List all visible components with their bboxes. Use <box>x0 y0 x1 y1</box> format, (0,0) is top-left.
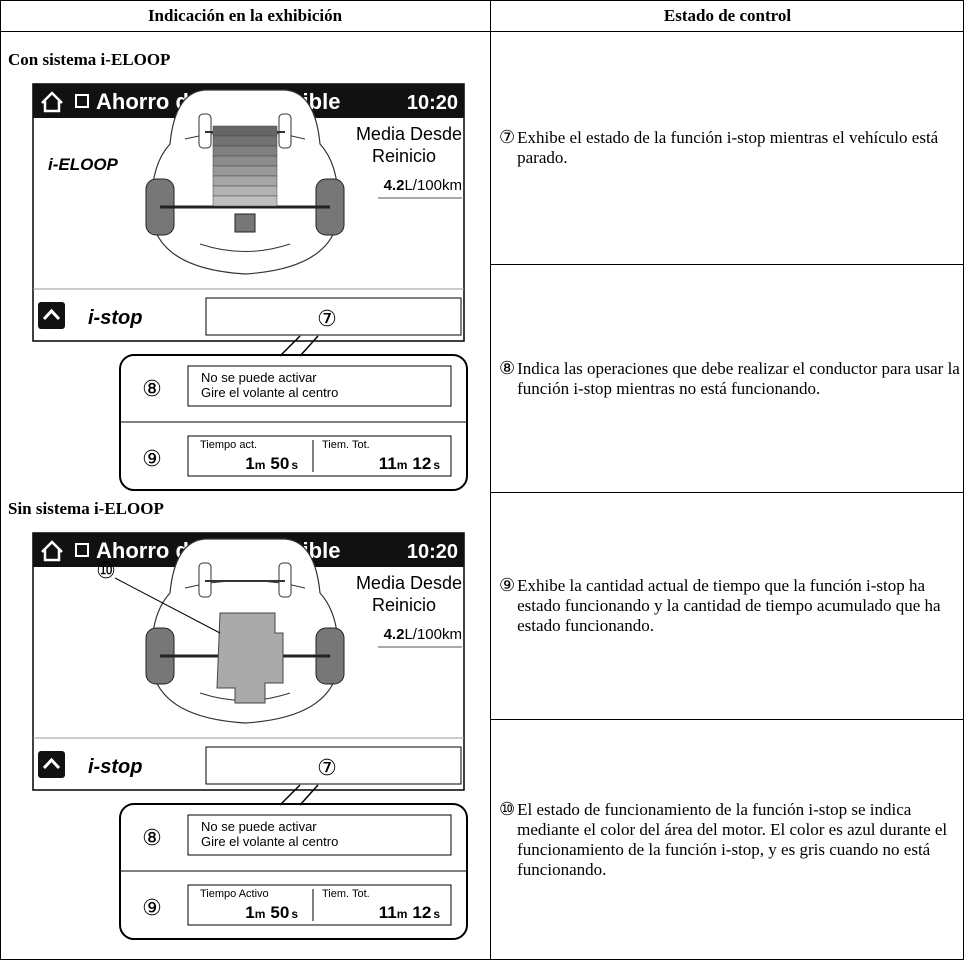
marker: ⑨ <box>499 575 516 596</box>
row-text: Indica las operaciones que debe realizar… <box>517 358 960 398</box>
engine-marker: ⑩ <box>96 559 116 584</box>
battery-cell <box>212 125 278 137</box>
up-button <box>38 302 65 329</box>
leader <box>114 577 221 634</box>
time-value: 11m 12 s <box>379 903 441 922</box>
unit: L/100km <box>404 177 462 194</box>
unit: s <box>433 458 440 472</box>
unit: s <box>433 907 440 921</box>
table-row: ⑦ Exhibe el estado de la función i-stop m… <box>491 32 964 265</box>
seconds: 12 <box>412 454 431 473</box>
row-text: El estado de funcionamiento de la funció… <box>517 800 948 879</box>
value: 4.2 <box>384 626 405 643</box>
msg-box <box>187 365 452 407</box>
time-label: Tiem. Tot. <box>322 439 370 451</box>
chevron <box>42 308 61 321</box>
istop-box <box>205 746 462 785</box>
battery-cell <box>212 155 278 167</box>
seconds: 50 <box>270 903 289 922</box>
unit: m <box>397 907 408 921</box>
table-row: ⑧ Indica las operaciones que debe realiza… <box>491 265 964 493</box>
unit: s <box>291 907 298 921</box>
marker: ⑨ <box>142 447 162 472</box>
istop-label: i-stop <box>88 756 142 778</box>
home-icon <box>41 540 63 562</box>
minutes: 1 <box>245 454 254 473</box>
header-cell: Indicación en la exhibición <box>0 0 490 32</box>
section-label: Sin sistema i-ELOOP <box>8 499 164 518</box>
time-value: 1m 50 s <box>245 454 298 473</box>
marker: ⑦ <box>499 127 516 148</box>
msg-box <box>187 814 452 856</box>
marker: ⑦ <box>317 307 337 332</box>
marker: ⑧ <box>499 357 516 379</box>
avg-label: Reinicio <box>372 146 436 166</box>
unit: m <box>397 458 408 472</box>
unit: s <box>291 458 298 472</box>
marker: ⑩ <box>499 799 516 820</box>
msg: Gire el volante al centro <box>201 385 338 400</box>
clock: 10:20 <box>407 92 458 114</box>
section-label: Con sistema i-ELOOP <box>8 50 170 69</box>
istop-box <box>205 297 462 336</box>
marker: ⑨ <box>142 896 162 921</box>
home-icon <box>41 91 63 113</box>
app-icon <box>75 543 89 557</box>
avg-label: Media Desde <box>356 124 462 144</box>
seconds: 12 <box>412 903 431 922</box>
badge: i-ELOOP <box>48 155 119 174</box>
motor <box>234 213 256 233</box>
chevron <box>42 757 61 770</box>
minutes: 11 <box>379 454 397 473</box>
msg: No se puede activar <box>201 370 317 385</box>
time-box <box>187 435 452 477</box>
grille <box>199 243 291 252</box>
engine-area <box>216 612 284 704</box>
battery-cell <box>212 145 278 157</box>
time-label: Tiempo Activo <box>200 888 269 900</box>
time-value: 11m 12 s <box>379 454 441 473</box>
marker: ⑦ <box>317 756 337 781</box>
avg-value: 4.2L/100km <box>384 177 462 194</box>
msg: No se puede activar <box>201 819 317 834</box>
header-cell: Estado de control <box>491 0 964 32</box>
istop-label: i-stop <box>88 307 142 329</box>
app-icon <box>75 94 89 108</box>
battery-cell <box>212 135 278 147</box>
row-text: Exhibe la cantidad actual de tiempo que … <box>517 576 941 635</box>
marker: ⑧ <box>142 826 162 851</box>
avg-label: Reinicio <box>372 595 436 615</box>
time-label: Tiempo act. <box>200 439 257 451</box>
table-row: ⑨ Exhibe la cantidad actual de tiempo que… <box>491 493 964 720</box>
battery-cell <box>212 195 278 207</box>
avg-label: Media Desde <box>356 573 462 593</box>
row-text: Exhibe el estado de la función i-stop mi… <box>517 128 939 167</box>
battery-cell <box>212 185 278 197</box>
table-row: ⑩ El estado de funcionamiento de la funci… <box>491 720 964 960</box>
minutes: 11 <box>379 903 397 922</box>
avg-value: 4.2L/100km <box>384 626 462 643</box>
column-divider <box>490 0 491 960</box>
time-label: Tiem. Tot. <box>322 888 370 900</box>
clock: 10:20 <box>407 541 458 563</box>
marker: ⑧ <box>142 377 162 402</box>
battery-cell <box>212 165 278 177</box>
callout <box>279 784 319 806</box>
unit: m <box>255 907 266 921</box>
up-button <box>38 751 65 778</box>
unit: m <box>255 458 266 472</box>
seconds: 50 <box>270 454 289 473</box>
unit: L/100km <box>404 626 462 643</box>
time-box <box>187 884 452 926</box>
callout <box>279 335 319 357</box>
minutes: 1 <box>245 903 254 922</box>
value: 4.2 <box>384 177 405 194</box>
time-value: 1m 50 s <box>245 903 298 922</box>
msg: Gire el volante al centro <box>201 834 338 849</box>
battery-cell <box>212 175 278 187</box>
